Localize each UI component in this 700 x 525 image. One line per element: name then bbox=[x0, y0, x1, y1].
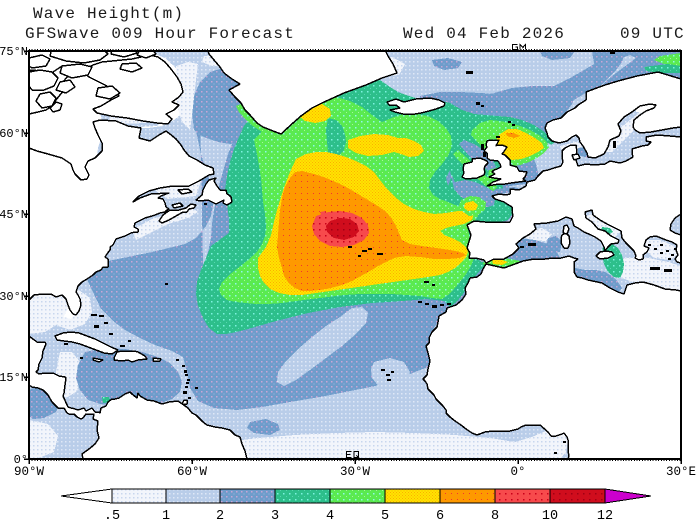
svg-text:30°W: 30°W bbox=[340, 465, 371, 479]
svg-text:75°N: 75°N bbox=[0, 45, 28, 59]
svg-text:12: 12 bbox=[597, 509, 613, 524]
svg-text:45°N: 45°N bbox=[0, 208, 28, 222]
svg-text:4: 4 bbox=[326, 509, 334, 524]
svg-text:6: 6 bbox=[436, 509, 444, 524]
svg-text:60°W: 60°W bbox=[177, 465, 208, 479]
svg-text:5: 5 bbox=[381, 509, 389, 524]
svg-text:Wave Height(m): Wave Height(m) bbox=[33, 5, 184, 23]
svg-text:GFSwave 009 Hour Forecast: GFSwave 009 Hour Forecast bbox=[25, 25, 295, 43]
svg-text:3: 3 bbox=[271, 509, 279, 524]
svg-text:09 UTC: 09 UTC bbox=[620, 25, 685, 43]
svg-text:0°: 0° bbox=[510, 465, 525, 479]
svg-text:Wed 04 Feb 2026: Wed 04 Feb 2026 bbox=[403, 25, 565, 43]
svg-text:8: 8 bbox=[491, 509, 499, 524]
svg-text:1: 1 bbox=[162, 509, 170, 524]
svg-text:10: 10 bbox=[542, 509, 558, 524]
svg-text:30°N: 30°N bbox=[0, 290, 28, 304]
svg-text:30°E: 30°E bbox=[666, 465, 696, 479]
svg-text:.5: .5 bbox=[104, 509, 120, 524]
svg-text:90°W: 90°W bbox=[14, 465, 45, 479]
svg-text:0°: 0° bbox=[14, 453, 28, 467]
svg-text:2: 2 bbox=[216, 509, 224, 524]
svg-text:60°N: 60°N bbox=[0, 127, 28, 141]
svg-text:15°N: 15°N bbox=[0, 371, 28, 385]
